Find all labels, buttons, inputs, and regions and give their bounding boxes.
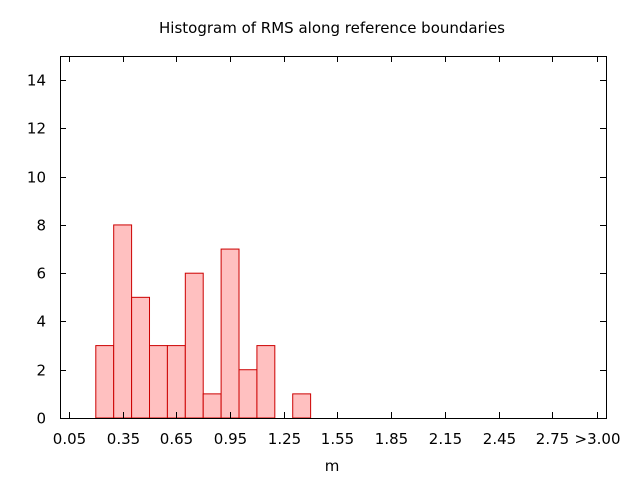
x-tick-label-3: 0.95 (214, 430, 247, 448)
histogram-bar-7 (220, 248, 240, 419)
histogram-bar-9 (256, 345, 276, 419)
x-tick-label-0: 0.05 (53, 430, 86, 448)
bars-group (95, 224, 312, 419)
y-tick-label-7: 14 (27, 72, 46, 90)
x-tick-label-1: 0.35 (107, 430, 140, 448)
y-tick-label-1: 2 (36, 362, 46, 380)
histogram-bar-1 (113, 224, 133, 419)
y-tick-label-4: 8 (36, 217, 46, 235)
x-tick-label-4: 1.25 (268, 430, 301, 448)
x-axis-label: m (325, 457, 340, 475)
axes-group: 0 2 4 6 8 10 12 14 0.05 0.35 0.65 0.95 1.25 1.55 1.85 2… (27, 56, 621, 448)
y-tick-label-6: 12 (27, 120, 46, 138)
x-tick-label-7: 2.15 (429, 430, 462, 448)
plot-frame (60, 56, 607, 419)
y-tick-label-5: 10 (27, 169, 46, 187)
histogram-bar-5 (184, 272, 204, 419)
histogram-bar-2 (131, 296, 151, 419)
histogram-bar-0 (95, 345, 115, 419)
y-tick-label-2: 4 (36, 313, 46, 331)
x-tick-label-10: >3.00 (575, 430, 621, 448)
x-tick-label-9: 2.75 (536, 430, 569, 448)
histogram-bar-11 (292, 393, 312, 419)
y-tick-label-3: 6 (36, 265, 46, 283)
x-tick-label-5: 1.55 (321, 430, 354, 448)
histogram-bar-6 (202, 393, 222, 419)
x-tick-label-6: 1.85 (375, 430, 408, 448)
histogram-bar-4 (166, 345, 186, 419)
x-tick-label-2: 0.65 (160, 430, 193, 448)
x-tick-label-8: 2.45 (483, 430, 516, 448)
histogram-bar-3 (149, 345, 168, 419)
chart-title: Histogram of RMS along reference boundar… (159, 19, 505, 37)
y-tick-label-0: 0 (36, 410, 46, 428)
histogram-bar-8 (238, 369, 258, 419)
